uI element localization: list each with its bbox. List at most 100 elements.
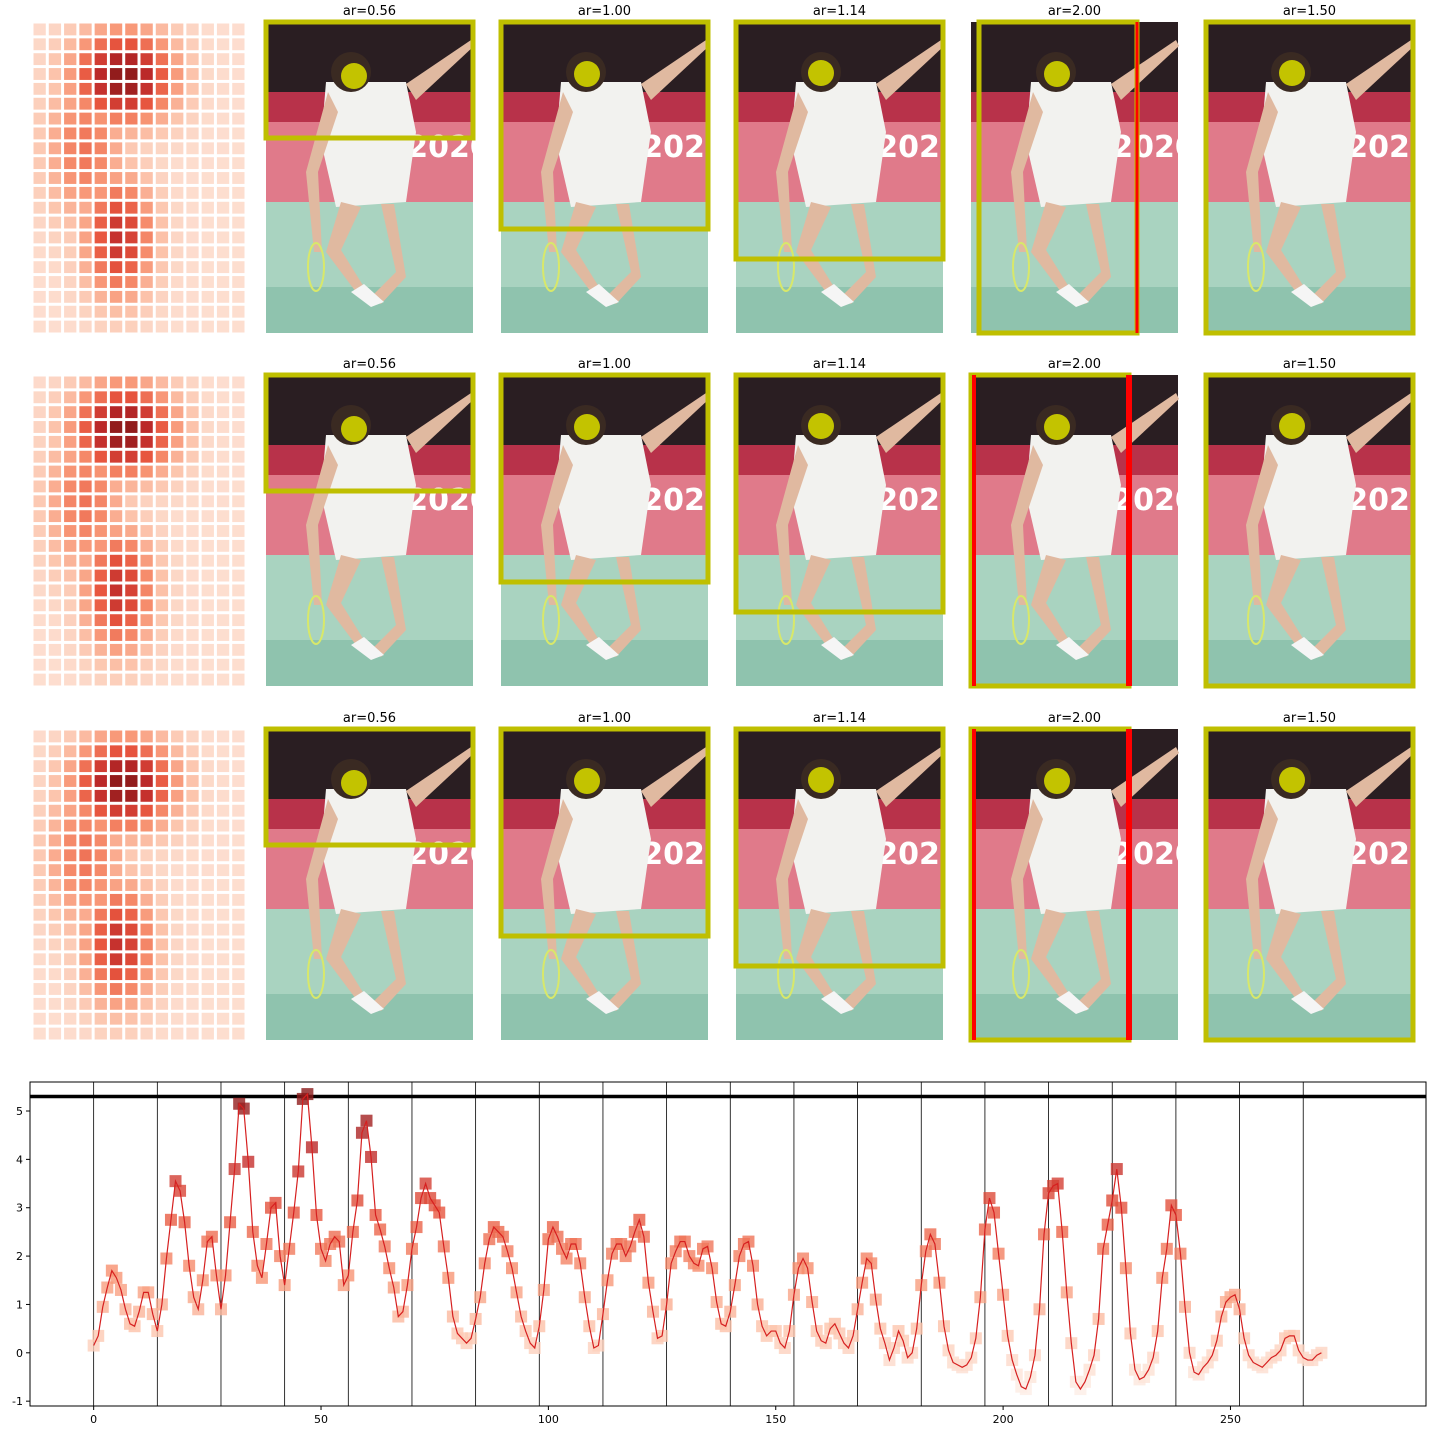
heatmap-cell bbox=[201, 186, 214, 199]
heatmap-cell bbox=[64, 569, 77, 582]
heatmap-cell bbox=[186, 893, 199, 906]
crop-box bbox=[733, 726, 946, 969]
heatmap-grid bbox=[32, 729, 246, 1041]
heatmap-cell bbox=[171, 983, 184, 995]
heatmap-cell bbox=[140, 673, 153, 686]
heatmap-cell bbox=[33, 997, 46, 1010]
heatmap-cell bbox=[33, 643, 46, 656]
heatmap-cell bbox=[201, 819, 214, 832]
heatmap-cell bbox=[109, 53, 123, 66]
heatmap-cell bbox=[201, 406, 214, 419]
heatmap-cell bbox=[125, 261, 138, 274]
heatmap-cell bbox=[94, 82, 107, 95]
heatmap-cell bbox=[33, 495, 46, 508]
heatmap-cell bbox=[140, 82, 153, 95]
heatmap-cell bbox=[201, 261, 214, 274]
heatmap-cell bbox=[79, 908, 92, 921]
heatmap-cell bbox=[171, 276, 184, 288]
heatmap-cell bbox=[216, 658, 230, 671]
heatmap-cell bbox=[64, 804, 77, 817]
heatmap-cell bbox=[109, 997, 123, 1010]
heatmap-cell bbox=[94, 68, 107, 80]
heatmap-cell bbox=[171, 465, 184, 478]
heatmap-cell bbox=[64, 216, 77, 229]
heatmap-cell bbox=[232, 216, 245, 229]
heatmap-cell bbox=[125, 864, 138, 877]
heatmap-cell bbox=[64, 1012, 77, 1025]
heatmap-cell bbox=[140, 864, 153, 877]
heatmap-cell bbox=[125, 789, 138, 802]
heatmap-cell bbox=[171, 569, 184, 582]
heatmap-cell bbox=[186, 112, 199, 125]
heatmap-cell bbox=[171, 1012, 184, 1025]
heatmap-cell bbox=[109, 172, 123, 184]
heatmap-cell bbox=[64, 554, 77, 567]
heatmap-cell bbox=[33, 68, 46, 80]
heatmap-cell bbox=[64, 142, 77, 155]
heatmap-cell bbox=[48, 112, 62, 125]
heatmap-cell bbox=[216, 276, 230, 288]
heatmap-cell bbox=[171, 68, 184, 80]
heatmap-cell bbox=[155, 849, 169, 862]
heatmap-cell bbox=[140, 68, 153, 80]
heatmap-cell bbox=[33, 760, 46, 773]
heatmap-cell bbox=[140, 465, 153, 478]
heatmap-cell bbox=[232, 82, 245, 95]
heatmap-cell bbox=[201, 584, 214, 597]
crop-box bbox=[498, 19, 711, 232]
heatmap-cell bbox=[155, 1012, 169, 1025]
heatmap-cell bbox=[125, 38, 138, 51]
heatmap-cell bbox=[48, 1027, 62, 1040]
badminton-photo: O 2020 bbox=[736, 729, 961, 1040]
heatmap-cell bbox=[79, 391, 92, 404]
heatmap-cell bbox=[216, 673, 230, 686]
heatmap-cell bbox=[155, 450, 169, 463]
heatmap-cell bbox=[186, 834, 199, 847]
crop-panel: ar=0.56 O 2020 bbox=[263, 711, 491, 1040]
x-tick-label: 100 bbox=[538, 1413, 559, 1426]
heatmap-cell bbox=[33, 246, 46, 259]
heatmap-cell bbox=[140, 730, 153, 743]
heatmap-cell bbox=[171, 525, 184, 537]
heatmap-cell bbox=[155, 614, 169, 627]
heatmap-cell bbox=[232, 23, 245, 36]
heatmap-cell bbox=[232, 834, 245, 847]
y-tick-label: 2 bbox=[16, 1250, 23, 1263]
heatmap-cell bbox=[125, 376, 138, 389]
heatmap-cell bbox=[201, 539, 214, 552]
heatmap-cell bbox=[125, 186, 138, 199]
heatmap-cell bbox=[232, 480, 245, 493]
heatmap-cell bbox=[125, 320, 138, 333]
heatmap-cell bbox=[201, 745, 214, 758]
heatmap-cell bbox=[64, 849, 77, 862]
heatmap-cell bbox=[33, 112, 46, 125]
heatmap-cell bbox=[33, 406, 46, 419]
heatmap-cell bbox=[48, 465, 62, 478]
heatmap-cell bbox=[79, 450, 92, 463]
heatmap-cell bbox=[216, 834, 230, 847]
heatmap-cell bbox=[79, 879, 92, 891]
heatmap-cell bbox=[79, 172, 92, 184]
heatmap-cell bbox=[109, 569, 123, 582]
heatmap-cell bbox=[125, 465, 138, 478]
crop-box bbox=[1203, 726, 1416, 1043]
heatmap-cell bbox=[201, 510, 214, 523]
heatmap-cell bbox=[186, 983, 199, 995]
heatmap-cell bbox=[33, 53, 46, 66]
heatmap-cell bbox=[232, 510, 245, 523]
heatmap-cell bbox=[186, 261, 199, 274]
heatmap-cell bbox=[186, 643, 199, 656]
heatmap-cell bbox=[216, 290, 230, 303]
heatmap-cell bbox=[216, 983, 230, 995]
heatmap-cell bbox=[64, 157, 77, 170]
heatmap-cell bbox=[64, 658, 77, 671]
heatmap-cell bbox=[216, 789, 230, 802]
heatmap-cell bbox=[232, 730, 245, 743]
heatmap-cell bbox=[201, 730, 214, 743]
heatmap-cell bbox=[33, 584, 46, 597]
player-figure bbox=[306, 393, 474, 660]
heatmap-cell bbox=[79, 614, 92, 627]
heatmap-cell bbox=[201, 82, 214, 95]
heatmap-cell bbox=[232, 320, 245, 333]
heatmap-cell bbox=[33, 127, 46, 140]
